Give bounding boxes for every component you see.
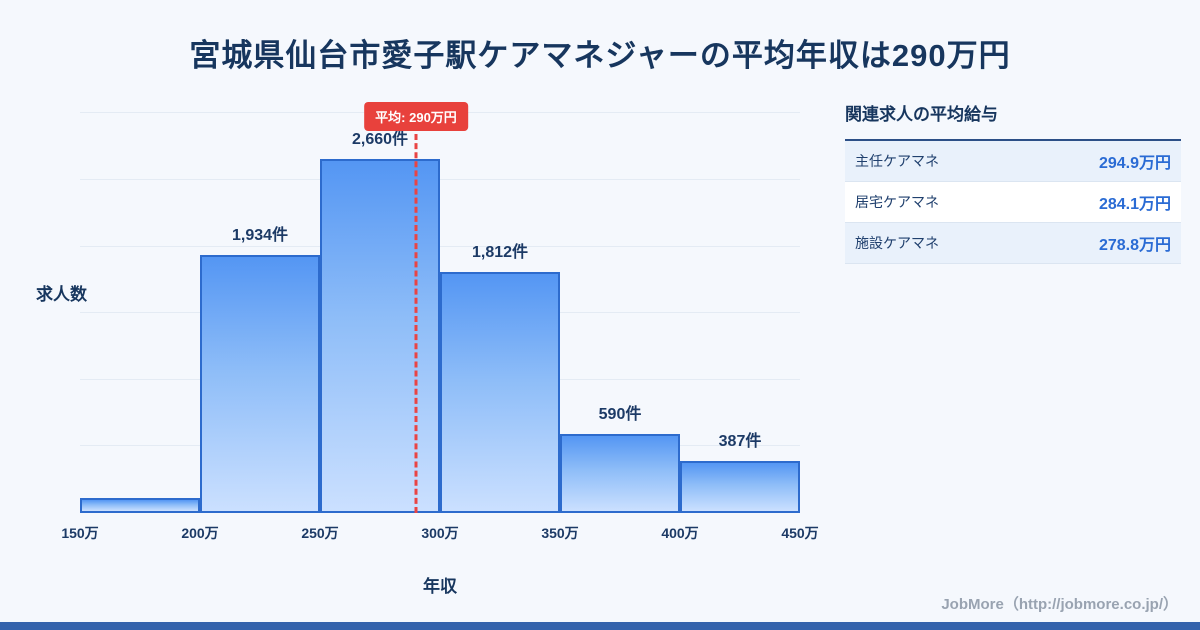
x-axis-label: 年収: [423, 577, 457, 596]
salary-row-name: 施設ケアマネ: [855, 235, 939, 251]
related-salary-panel: 関連求人の平均給与 主任ケアマネ 294.9万円居宅ケアマネ 284.1万円施設ケア…: [845, 100, 1181, 264]
bar-value-label: 1,812件: [471, 243, 529, 261]
histogram-bar: [440, 271, 560, 513]
x-tick-label: 450万: [781, 525, 819, 541]
related-salary-title: 関連求人の平均給与: [845, 105, 998, 124]
histogram-bar: [320, 158, 440, 513]
y-axis-label: 求人数: [36, 285, 87, 304]
bar-value-label: 590件: [598, 406, 642, 424]
x-tick-label: 150万: [61, 525, 99, 541]
salary-row-name: 居宅ケアマネ: [855, 194, 939, 210]
site-credit: JobMore（http://jobmore.co.jp/）: [941, 596, 1178, 613]
salary-table: 主任ケアマネ 294.9万円居宅ケアマネ 284.1万円施設ケアマネ 278.8万円: [845, 139, 1181, 264]
salary-row: 主任ケアマネ 294.9万円: [845, 141, 1181, 182]
x-tick-label: 250万: [301, 525, 339, 541]
salary-row-value: 278.8万円: [1098, 237, 1171, 254]
x-tick-label: 300万: [421, 525, 459, 541]
salary-row-value: 294.9万円: [1098, 155, 1171, 172]
average-line: [414, 134, 418, 513]
x-tick-label: 350万: [541, 525, 579, 541]
bar-value-label: 1,934件: [231, 227, 289, 245]
x-tick-label: 400万: [661, 525, 699, 541]
average-badge: 平均: 290万円: [364, 102, 468, 131]
salary-row-name: 主任ケアマネ: [855, 153, 939, 169]
histogram-bar: [680, 461, 800, 513]
salary-row-value: 284.1万円: [1098, 196, 1171, 213]
bottom-accent-bar: [0, 622, 1200, 630]
histogram-plot: 平均: 290万円 1,934件 2,660件 1,812件 590件 387件 150万…: [61, 100, 819, 541]
salary-row: 居宅ケアマネ 284.1万円: [845, 182, 1181, 223]
gridline: [80, 245, 800, 247]
x-tick-label: 200万: [181, 525, 219, 541]
page-title: 宮城県仙台市愛子駅ケアマネジャーの平均年収は290万円: [189, 38, 1011, 73]
histogram-bar: [560, 434, 680, 513]
bar-value-label: 2,660件: [351, 130, 409, 148]
histogram-bar: [80, 498, 200, 513]
bar-value-label: 387件: [718, 433, 762, 451]
gridline: [80, 178, 800, 180]
salary-row: 施設ケアマネ 278.8万円: [845, 223, 1181, 264]
histogram-bar: [200, 255, 320, 513]
